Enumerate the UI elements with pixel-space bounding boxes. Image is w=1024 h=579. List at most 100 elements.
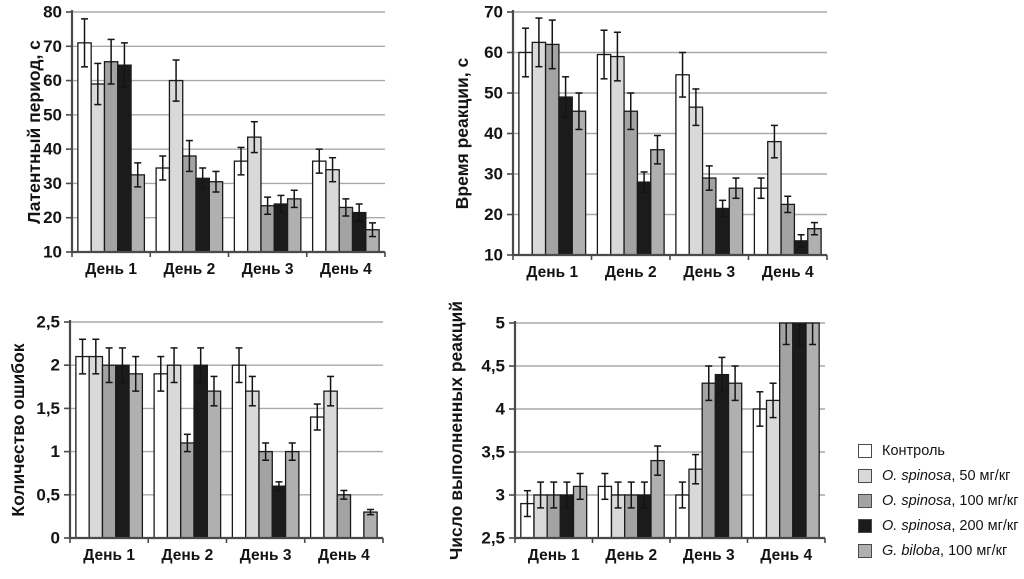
x-category-label: День 3: [242, 261, 294, 278]
y-tick-label: 1: [51, 442, 60, 461]
chart-error-count: 0 0,5 1 1,5 2 2,5 День 1 День 2 День 3 День 4 Коли…: [8, 313, 384, 564]
bar-latent-period-s3-d1: [103, 61, 119, 253]
chart-reaction-time: 10 20 30 40 50 60 70 День 1 День 2 День 3 День 4 Вр…: [452, 3, 828, 281]
x-category-label: День 2: [164, 261, 216, 278]
legend-swatch: [858, 493, 872, 508]
bar-reaction-time-s2-d3: [688, 106, 704, 256]
bar-latent-period-s2-d3: [247, 136, 262, 253]
y-tick-label: 10: [43, 243, 62, 262]
legend-label: O. spinosa, 200 мг/кг: [882, 518, 1019, 534]
y-tick-label: 20: [484, 205, 503, 224]
x-category-label: День 3: [683, 264, 735, 281]
x-category-label: День 1: [526, 264, 578, 281]
bar-performed-reactions-s2-d4: [765, 399, 781, 539]
y-tick-label: 5: [496, 314, 505, 333]
bar-error-count-s1-d3: [231, 364, 247, 539]
bar-error-count-s3-d4: [336, 494, 352, 539]
bar-performed-reactions-s4-d3: [714, 373, 730, 539]
y-tick-label: 2,5: [36, 313, 60, 332]
y-tick-label: 30: [484, 165, 503, 184]
legend-label: O. spinosa, 100 мг/кг: [882, 493, 1019, 509]
bar-error-count-s3-d2: [180, 442, 195, 539]
legend-label-text: , 200 мг/кг: [951, 517, 1019, 534]
bar-error-count-s5-d4: [363, 511, 378, 539]
y-tick-label: 10: [484, 246, 503, 265]
x-category-label: День 3: [683, 547, 735, 564]
bar-error-count-s2-d3: [245, 390, 260, 539]
bar-error-count-s1-d1: [75, 355, 90, 539]
legend-label-text: , 50 мг/кг: [951, 467, 1011, 484]
chart-performed-reactions: 2,5 3 3,5 4 4,5 5 День 1 День 2 День 3 День 4 Числ…: [446, 301, 826, 564]
legend-item: O. spinosa, 50 мг/кг: [858, 468, 1024, 484]
bar-latent-period-s4-d2: [195, 177, 210, 253]
y-tick-label: 60: [484, 43, 503, 62]
bar-error-count-s2-d2: [166, 364, 182, 539]
y-tick-label: 50: [484, 84, 503, 103]
bar-error-count-s5-d3: [284, 450, 300, 539]
legend-swatch: [858, 543, 872, 558]
bar-error-count-s4-d1: [115, 364, 130, 539]
y-tick-label: 0: [51, 529, 60, 548]
legend-label: O. spinosa, 50 мг/кг: [882, 468, 1010, 484]
bar-performed-reactions-s3-d4: [779, 322, 794, 539]
legend-label-text: , 100 мг/кг: [940, 542, 1008, 559]
chart-latent-period: 10 20 30 40 50 60 70 80 День 1 День 2 День 3 День 4…: [24, 3, 386, 278]
bar-reaction-time-s1-d2: [596, 53, 612, 256]
y-tick-label: 2,5: [481, 529, 505, 548]
bar-latent-period-s2-d2: [168, 79, 184, 253]
bar-latent-period-s4-d1: [117, 64, 132, 253]
y-axis-title: Число выполненных реакций: [446, 301, 466, 560]
y-tick-label: 3,5: [481, 443, 505, 462]
legend-label: G. biloba, 100 мг/кг: [882, 543, 1007, 559]
bar-performed-reactions-s3-d3: [701, 382, 716, 539]
bar-error-count-s5-d1: [128, 373, 144, 539]
bar-reaction-time-s5-d2: [650, 149, 665, 256]
y-tick-label: 40: [43, 140, 62, 159]
bar-reaction-time-s5-d1: [571, 110, 587, 256]
bar-latent-period-s1-d4: [311, 160, 327, 253]
bar-error-count-s4-d3: [271, 485, 287, 539]
legend-swatch: [858, 518, 872, 533]
bar-performed-reactions-s1-d4: [752, 408, 768, 539]
legend-species: G. biloba: [882, 542, 941, 559]
y-tick-label: 30: [43, 174, 62, 193]
bar-reaction-time-s2-d2: [610, 55, 625, 256]
x-category-label: День 4: [320, 261, 372, 278]
x-category-label: День 1: [528, 547, 580, 564]
y-tick-label: 4: [496, 400, 506, 419]
legend-label-text: Контроль: [882, 442, 945, 459]
bar-latent-period-s1-d1: [77, 42, 92, 253]
bar-performed-reactions-s4-d4: [792, 322, 807, 539]
bar-error-count-s1-d2: [153, 373, 169, 539]
bar-reaction-time-s4-d1: [558, 96, 573, 256]
bar-reaction-time-s3-d1: [544, 43, 560, 256]
bar-error-count-s5-d2: [206, 390, 222, 539]
legend-item: O. spinosa, 100 мг/кг: [858, 493, 1024, 509]
bar-latent-period-s2-d1: [90, 83, 106, 253]
bar-reaction-time-s2-d1: [531, 41, 547, 256]
y-tick-label: 70: [43, 37, 62, 56]
x-category-label: День 1: [85, 261, 137, 278]
x-category-label: День 3: [240, 547, 292, 564]
x-category-label: День 4: [318, 547, 370, 564]
bar-error-count-s4-d2: [193, 364, 208, 539]
bar-reaction-time-s3-d2: [623, 110, 639, 256]
legend-species: O. spinosa: [882, 517, 952, 534]
y-tick-label: 4,5: [481, 357, 505, 376]
y-tick-label: 80: [43, 3, 62, 22]
y-tick-label: 20: [43, 208, 62, 227]
y-tick-label: 3: [496, 486, 505, 505]
bar-error-count-s3-d3: [258, 450, 273, 539]
y-tick-label: 0,5: [36, 485, 60, 504]
x-category-label: День 2: [162, 547, 214, 564]
bar-error-count-s1-d4: [309, 416, 325, 539]
legend-species: O. spinosa: [882, 467, 952, 484]
legend: Контроль O. spinosa, 50 мг/кг O. spinosa…: [858, 443, 1024, 568]
bar-error-count-s2-d1: [88, 355, 104, 539]
legend-label-text: , 100 мг/кг: [951, 492, 1019, 509]
x-category-label: День 2: [605, 264, 657, 281]
x-category-label: День 4: [762, 264, 814, 281]
legend-item: Контроль: [858, 442, 1024, 459]
y-tick-label: 40: [484, 124, 503, 143]
